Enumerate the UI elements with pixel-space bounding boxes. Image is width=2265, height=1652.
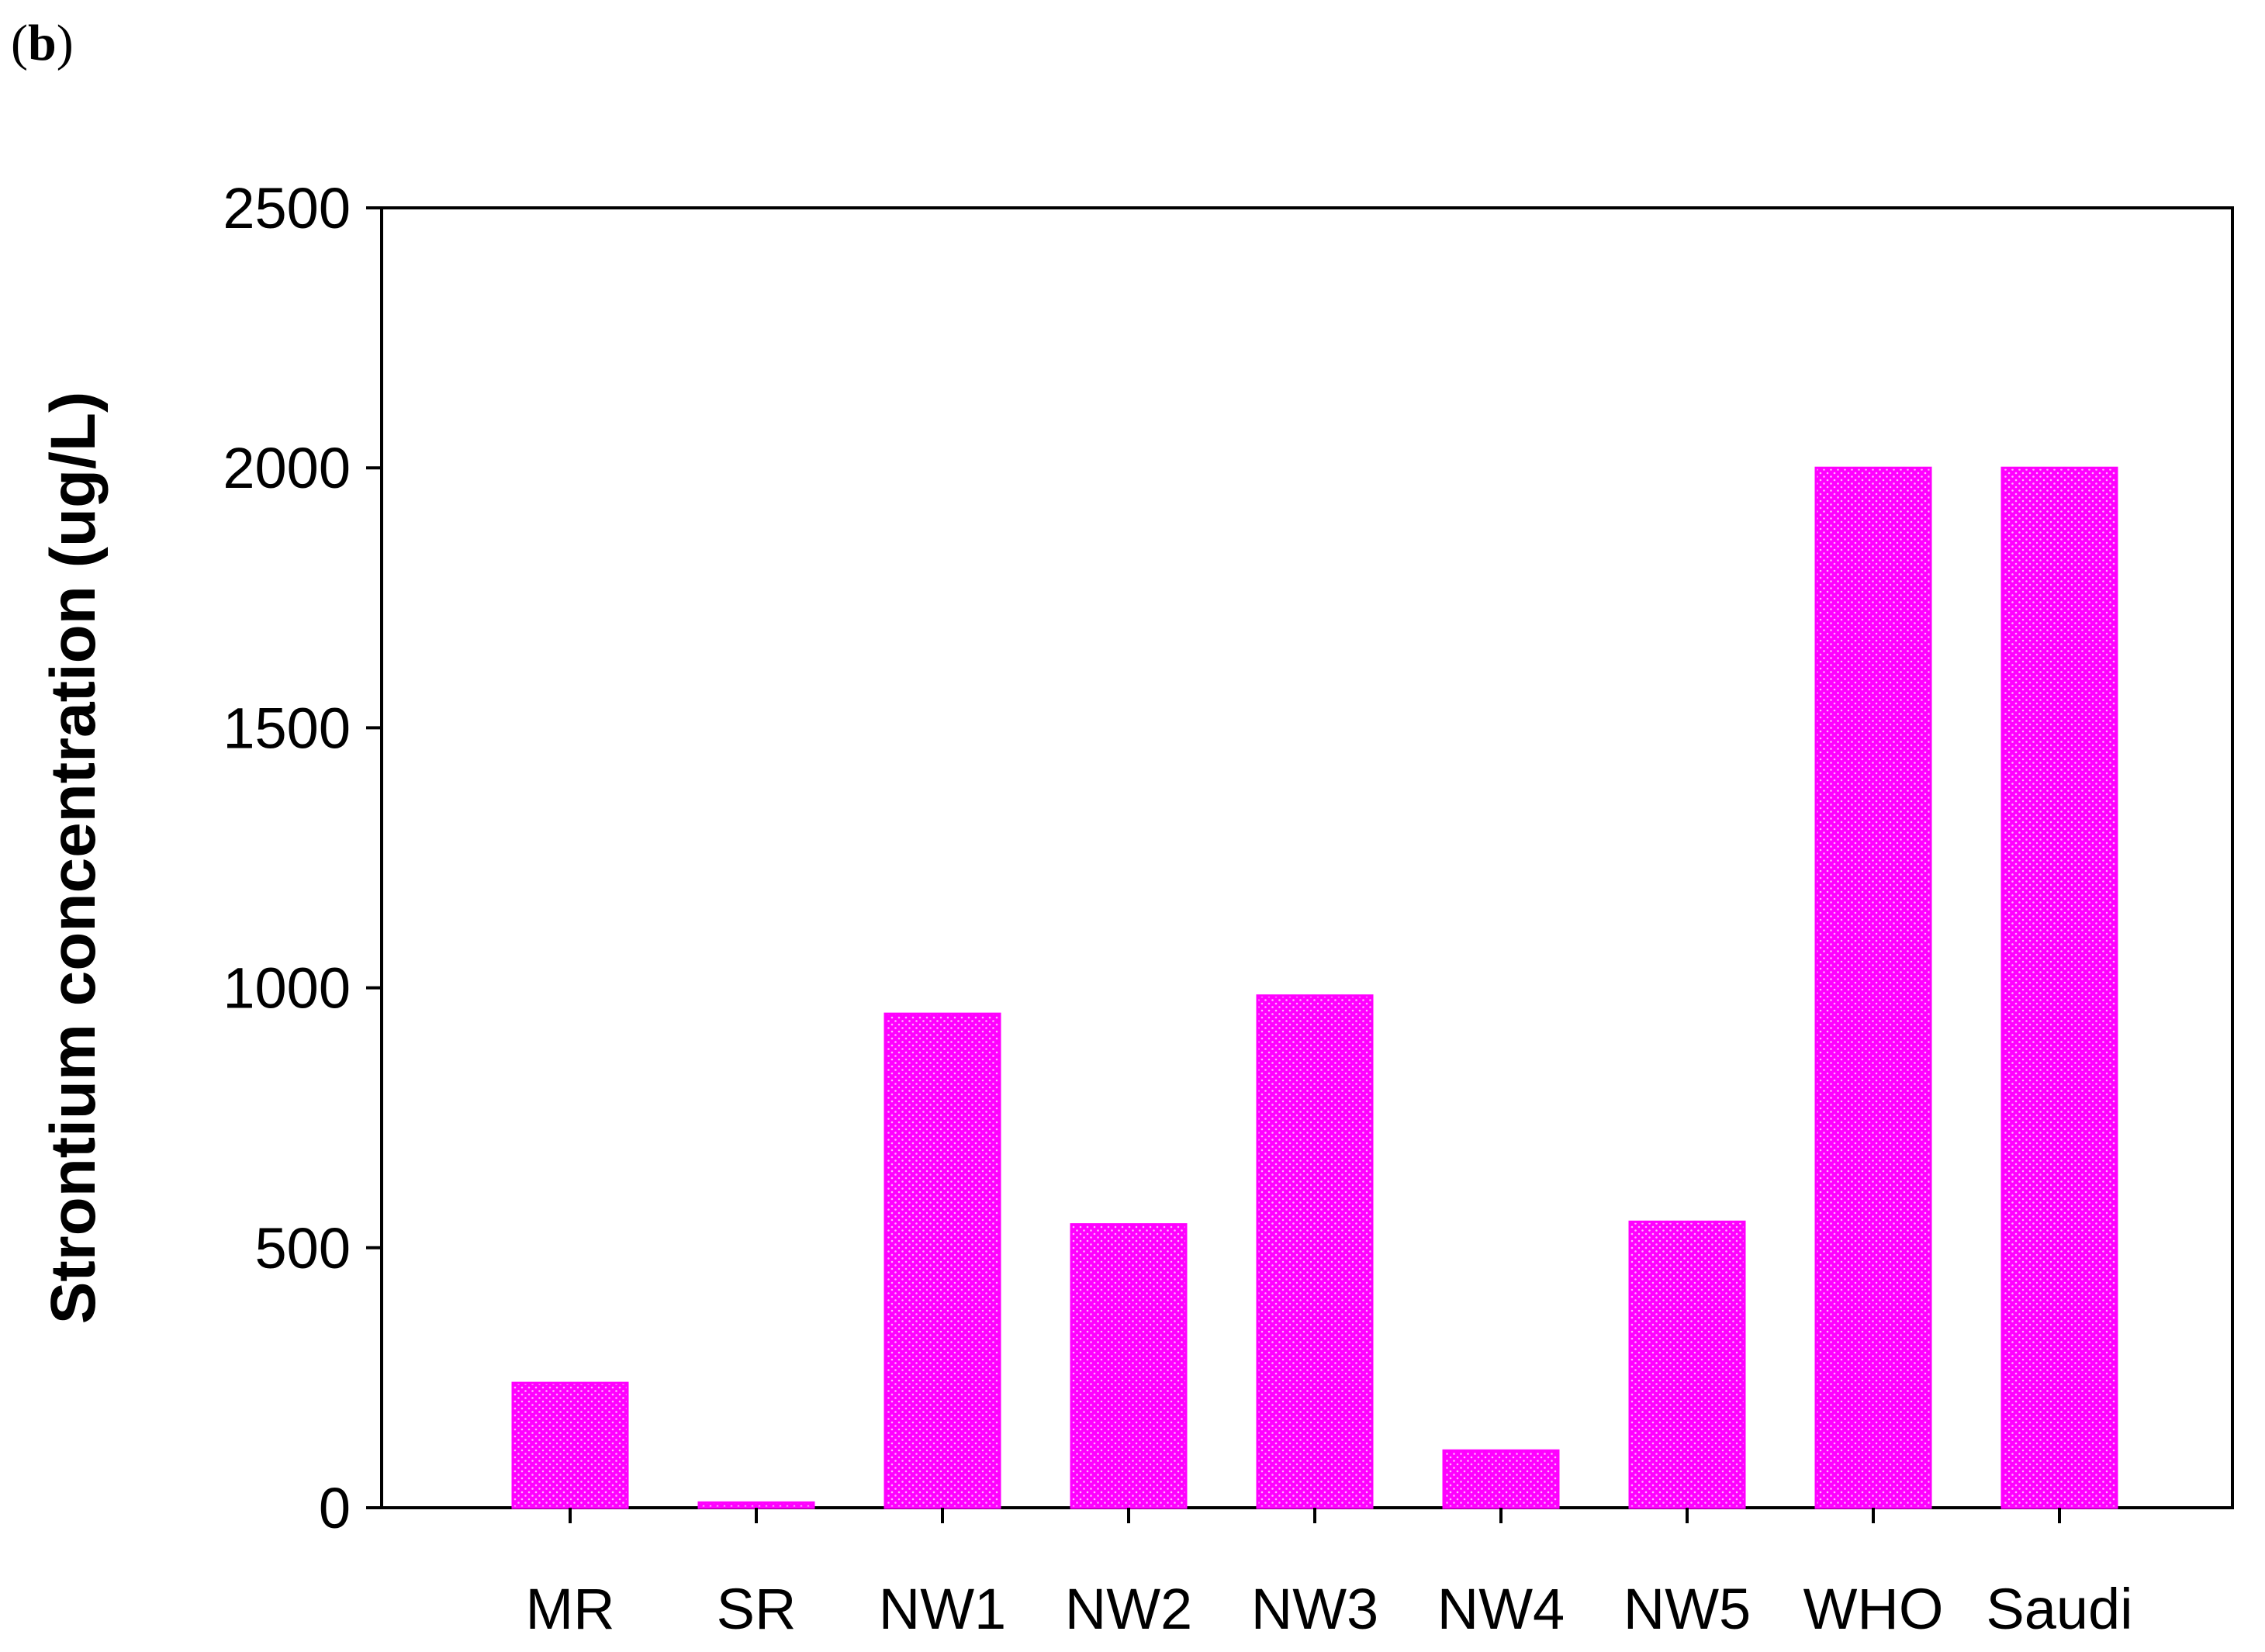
bar-saudi xyxy=(2000,466,2118,1509)
bars-group xyxy=(511,466,2118,1509)
bar-who xyxy=(1814,466,1932,1509)
y-tick-label: 2000 xyxy=(223,436,351,500)
bar-nw4 xyxy=(1442,1449,1560,1509)
y-tick-label: 1000 xyxy=(223,956,351,1021)
panel-label: (b) xyxy=(11,14,74,73)
x-tick-label: MR xyxy=(525,1577,614,1641)
panel-label-close: ) xyxy=(56,15,74,71)
x-tick-label: SR xyxy=(717,1577,797,1641)
bar-mr xyxy=(511,1381,629,1509)
y-tick-label: 500 xyxy=(255,1216,351,1280)
x-tick-label: NW4 xyxy=(1437,1577,1565,1641)
x-tick-label: NW1 xyxy=(879,1577,1006,1641)
x-tick-label: Saudi xyxy=(1986,1577,2132,1641)
x-tick-label: NW5 xyxy=(1624,1577,1751,1641)
x-tick-label: NW2 xyxy=(1065,1577,1192,1641)
bar-nw2 xyxy=(1070,1223,1188,1509)
bar-nw5 xyxy=(1628,1220,1746,1509)
y-tick-label: 0 xyxy=(319,1476,351,1540)
x-axis: MR SR NW1 NW2 NW3 NW4 NW5 WHO Saudi xyxy=(525,1508,2133,1641)
bar-nw3 xyxy=(1256,994,1374,1509)
x-tick-label: NW3 xyxy=(1251,1577,1378,1641)
x-tick-label: WHO xyxy=(1803,1577,1944,1641)
y-tick-label: 2500 xyxy=(223,176,351,240)
panel-label-letter: b xyxy=(27,15,57,71)
y-tick-label: 1500 xyxy=(223,696,351,760)
panel-label-open: ( xyxy=(11,15,28,71)
bar-nw1 xyxy=(884,1012,1001,1509)
y-axis-title: Strontium concentration (ug/L) xyxy=(38,392,109,1325)
bar-sr xyxy=(697,1501,815,1509)
y-axis: 0 500 1000 1500 2000 2500 xyxy=(223,176,382,1540)
